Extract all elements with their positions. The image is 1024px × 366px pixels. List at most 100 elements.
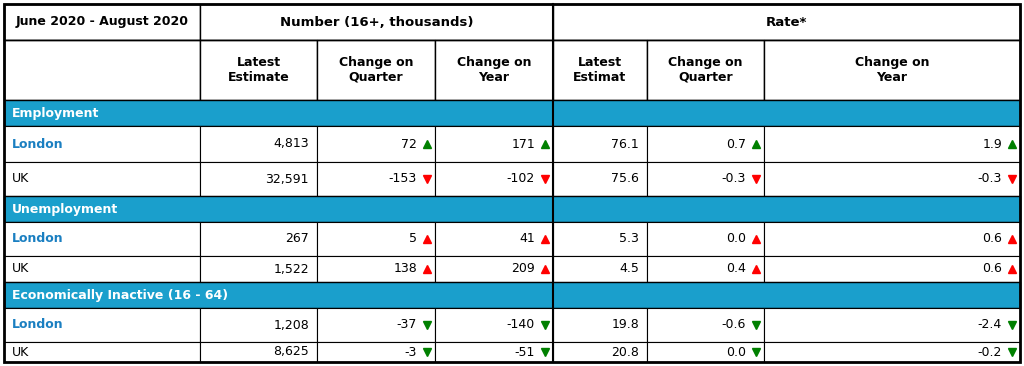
Text: Latest
Estimate: Latest Estimate: [227, 56, 290, 84]
Text: 5: 5: [409, 232, 417, 246]
Text: Change on
Quarter: Change on Quarter: [339, 56, 414, 84]
Bar: [764, 308, 1020, 342]
Text: 1,522: 1,522: [273, 262, 309, 276]
Bar: [4, 126, 200, 162]
Bar: [764, 162, 1020, 196]
Bar: [4, 162, 200, 196]
Text: Change on
Year: Change on Year: [855, 56, 929, 84]
Bar: [200, 308, 317, 342]
Bar: [553, 256, 647, 282]
Bar: [317, 126, 435, 162]
Text: 0.0: 0.0: [726, 232, 746, 246]
Text: 72: 72: [401, 138, 417, 150]
Bar: [200, 342, 317, 362]
Bar: [435, 342, 553, 362]
Text: Latest
Estimat: Latest Estimat: [573, 56, 627, 84]
Bar: [764, 40, 1020, 100]
Text: London: London: [12, 232, 63, 246]
Text: 0.6: 0.6: [982, 232, 1002, 246]
Bar: [435, 126, 553, 162]
Bar: [4, 100, 1020, 126]
Bar: [200, 162, 317, 196]
Bar: [647, 162, 764, 196]
Bar: [317, 40, 435, 100]
Bar: [4, 342, 200, 362]
Text: 209: 209: [511, 262, 535, 276]
Bar: [553, 342, 647, 362]
Bar: [647, 40, 764, 100]
Bar: [764, 126, 1020, 162]
Text: 20.8: 20.8: [611, 346, 639, 359]
Text: Employment: Employment: [12, 107, 99, 120]
Bar: [4, 222, 200, 256]
Text: 0.7: 0.7: [726, 138, 746, 150]
Text: -102: -102: [507, 172, 535, 186]
Text: -51: -51: [515, 346, 535, 359]
Text: 32,591: 32,591: [265, 172, 309, 186]
Bar: [317, 342, 435, 362]
Bar: [4, 282, 1020, 308]
Text: 1,208: 1,208: [273, 318, 309, 332]
Text: UK: UK: [12, 262, 30, 276]
Bar: [4, 308, 200, 342]
Bar: [317, 222, 435, 256]
Bar: [553, 126, 647, 162]
Bar: [553, 40, 647, 100]
Bar: [553, 162, 647, 196]
Bar: [435, 222, 553, 256]
Text: London: London: [12, 138, 63, 150]
Text: 0.4: 0.4: [726, 262, 746, 276]
Text: 5.3: 5.3: [620, 232, 639, 246]
Bar: [317, 256, 435, 282]
Text: 138: 138: [393, 262, 417, 276]
Bar: [647, 222, 764, 256]
Text: 4,813: 4,813: [273, 138, 309, 150]
Bar: [200, 4, 553, 40]
Bar: [317, 308, 435, 342]
Text: UK: UK: [12, 346, 30, 359]
Text: 75.6: 75.6: [611, 172, 639, 186]
Bar: [553, 222, 647, 256]
Text: UK: UK: [12, 172, 30, 186]
Bar: [200, 40, 317, 100]
Bar: [317, 162, 435, 196]
Bar: [764, 222, 1020, 256]
Bar: [764, 342, 1020, 362]
Bar: [4, 40, 200, 100]
Text: -0.3: -0.3: [722, 172, 746, 186]
Text: June 2020 - August 2020: June 2020 - August 2020: [15, 15, 188, 29]
Text: 8,625: 8,625: [273, 346, 309, 359]
Bar: [553, 4, 1020, 40]
Text: Number (16+, thousands): Number (16+, thousands): [280, 15, 473, 29]
Text: -37: -37: [396, 318, 417, 332]
Text: -153: -153: [389, 172, 417, 186]
Text: 41: 41: [519, 232, 535, 246]
Text: -2.4: -2.4: [978, 318, 1002, 332]
Bar: [200, 256, 317, 282]
Bar: [647, 256, 764, 282]
Bar: [764, 256, 1020, 282]
Bar: [647, 126, 764, 162]
Text: Economically Inactive (16 - 64): Economically Inactive (16 - 64): [12, 288, 228, 302]
Text: 1.9: 1.9: [982, 138, 1002, 150]
Text: 267: 267: [286, 232, 309, 246]
Text: -0.2: -0.2: [978, 346, 1002, 359]
Bar: [200, 222, 317, 256]
Text: -3: -3: [404, 346, 417, 359]
Text: 0.6: 0.6: [982, 262, 1002, 276]
Bar: [435, 40, 553, 100]
Text: Rate*: Rate*: [766, 15, 807, 29]
Bar: [435, 162, 553, 196]
Bar: [4, 256, 200, 282]
Text: 171: 171: [511, 138, 535, 150]
Bar: [647, 342, 764, 362]
Text: Change on
Quarter: Change on Quarter: [669, 56, 742, 84]
Text: Unemployment: Unemployment: [12, 202, 118, 216]
Text: 76.1: 76.1: [611, 138, 639, 150]
Text: London: London: [12, 318, 63, 332]
Text: 4.5: 4.5: [620, 262, 639, 276]
Text: 19.8: 19.8: [611, 318, 639, 332]
Bar: [553, 308, 647, 342]
Bar: [435, 308, 553, 342]
Bar: [4, 196, 1020, 222]
